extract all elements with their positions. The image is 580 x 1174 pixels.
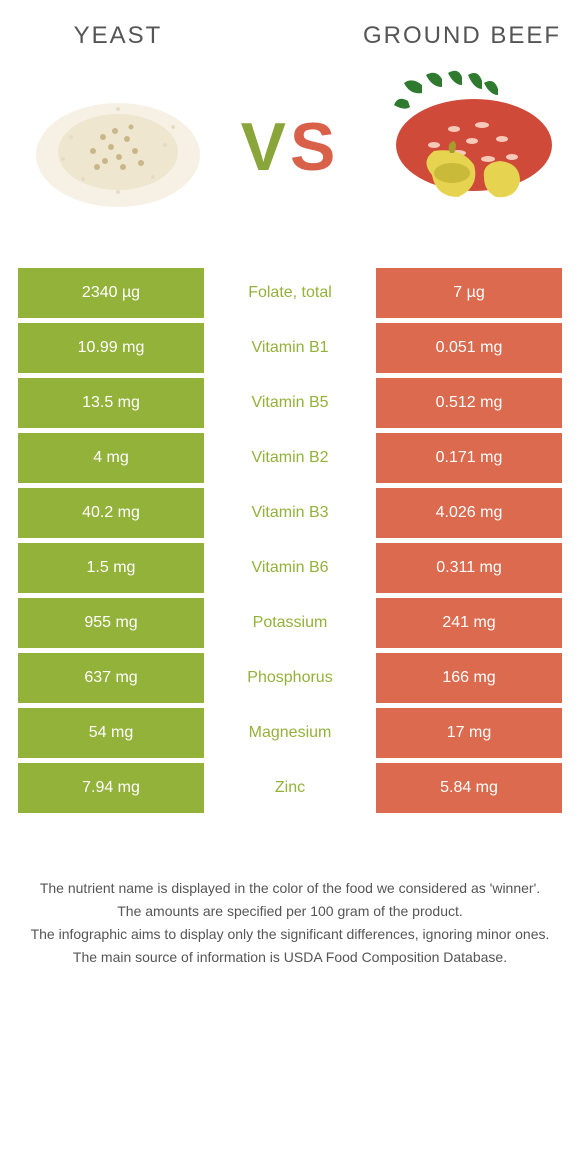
nutrient-name-cell: Zinc [204,763,376,813]
footnote-line: The infographic aims to display only the… [26,924,554,945]
titles-row: Yeast Ground Beef [18,22,562,51]
right-title: Ground Beef [362,22,562,51]
left-food-image [18,67,218,227]
table-row: 637 mgPhosphorus166 mg [18,653,562,703]
footnotes: The nutrient name is displayed in the co… [18,878,562,968]
nutrient-name-cell: Vitamin B2 [204,433,376,483]
table-row: 1.5 mgVitamin B60.311 mg [18,543,562,593]
left-value-cell: 2340 µg [18,268,204,318]
table-row: 2340 µgFolate, total7 µg [18,268,562,318]
left-value-cell: 13.5 mg [18,378,204,428]
left-value-cell: 4 mg [18,433,204,483]
footnote-line: The main source of information is USDA F… [26,947,554,968]
nutrient-name-cell: Magnesium [204,708,376,758]
left-value-cell: 40.2 mg [18,488,204,538]
nutrient-name-cell: Folate, total [204,268,376,318]
right-value-cell: 0.051 mg [376,323,562,373]
table-row: 54 mgMagnesium17 mg [18,708,562,758]
table-row: 40.2 mgVitamin B34.026 mg [18,488,562,538]
table-row: 7.94 mgZinc5.84 mg [18,763,562,813]
nutrient-name-cell: Potassium [204,598,376,648]
left-value-cell: 955 mg [18,598,204,648]
right-value-cell: 5.84 mg [376,763,562,813]
nutrient-name-cell: Vitamin B5 [204,378,376,428]
table-row: 4 mgVitamin B20.171 mg [18,433,562,483]
right-value-cell: 0.512 mg [376,378,562,428]
right-food-image [362,67,562,227]
comparison-infographic: Yeast Ground Beef [0,0,580,992]
left-value-cell: 7.94 mg [18,763,204,813]
nutrient-table: 2340 µgFolate, total7 µg10.99 mgVitamin … [18,263,562,818]
right-value-cell: 166 mg [376,653,562,703]
footnote-line: The nutrient name is displayed in the co… [26,878,554,899]
vs-label: VS [218,108,362,186]
nutrient-name-cell: Phosphorus [204,653,376,703]
right-value-cell: 17 mg [376,708,562,758]
right-value-cell: 0.311 mg [376,543,562,593]
ground-beef-icon [362,67,562,227]
left-value-cell: 10.99 mg [18,323,204,373]
table-row: 955 mgPotassium241 mg [18,598,562,648]
hero-row: VS [18,67,562,227]
left-value-cell: 1.5 mg [18,543,204,593]
right-value-cell: 0.171 mg [376,433,562,483]
left-value-cell: 54 mg [18,708,204,758]
footnote-line: The amounts are specified per 100 gram o… [26,901,554,922]
nutrient-name-cell: Vitamin B3 [204,488,376,538]
table-row: 10.99 mgVitamin B10.051 mg [18,323,562,373]
left-title: Yeast [18,22,218,51]
right-value-cell: 241 mg [376,598,562,648]
nutrient-name-cell: Vitamin B1 [204,323,376,373]
yeast-icon [23,67,213,227]
right-value-cell: 7 µg [376,268,562,318]
table-row: 13.5 mgVitamin B50.512 mg [18,378,562,428]
right-value-cell: 4.026 mg [376,488,562,538]
left-value-cell: 637 mg [18,653,204,703]
nutrient-name-cell: Vitamin B6 [204,543,376,593]
